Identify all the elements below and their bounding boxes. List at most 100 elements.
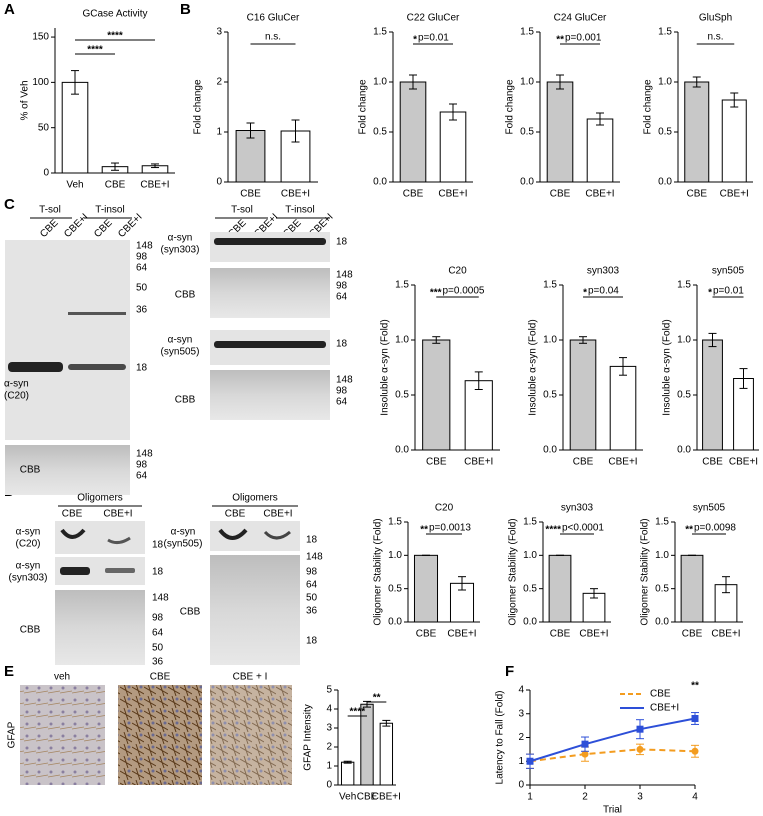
y-tick-label: 0.5	[655, 583, 669, 594]
x-tick-label: CBE	[403, 189, 424, 200]
cbb-gel	[210, 555, 300, 665]
y-tick-label: 1.5	[388, 517, 402, 528]
y-tick-label: 1.0	[543, 335, 557, 346]
blot-c-left: T-sol T-insol CBE CBE+I CBE CBE+I 148 98…	[4, 205, 153, 495]
mw-marker: 18	[152, 540, 164, 551]
antibody-label: (C20)	[4, 391, 29, 402]
chart-title: syn505	[712, 266, 745, 277]
y-axis-label: Fold change	[193, 79, 204, 134]
bar	[721, 99, 747, 183]
y-tick-label: 1.5	[658, 27, 672, 38]
lane-label: CBE	[62, 509, 83, 520]
bar	[684, 81, 710, 183]
bar	[680, 554, 704, 623]
mw-marker: 18	[152, 567, 164, 578]
significance-stars: **	[691, 681, 699, 692]
blot-header: T-sol	[231, 205, 253, 216]
y-axis-label: Fold change	[643, 79, 654, 134]
mw-marker: 98	[336, 386, 348, 397]
y-axis-label: Oligomer Stability (Fold)	[508, 518, 519, 625]
y-tick-label: 1.0	[655, 550, 669, 561]
y-tick-label: 3	[326, 723, 332, 734]
y-axis-label: Oligomer Stability (Fold)	[640, 518, 651, 625]
band	[68, 364, 126, 370]
blot-header: Oligomers	[77, 493, 123, 504]
bar	[464, 380, 493, 451]
bar	[548, 554, 572, 623]
stain-label: CBB	[175, 395, 196, 406]
y-tick-label: 1.5	[543, 280, 557, 291]
y-tick-label: 0.0	[395, 445, 409, 456]
y-axis-label: Insoluble α-syn (Fold)	[662, 319, 673, 415]
y-tick-label: 3	[518, 708, 524, 719]
y-tick-label: 0.5	[520, 127, 534, 138]
y-tick-label: 2	[518, 732, 524, 743]
antibody-label: (C20)	[15, 539, 40, 550]
mw-marker: 50	[152, 643, 164, 654]
line	[529, 748, 696, 763]
p-value: p=0.0013	[429, 523, 471, 534]
x-tick-label: 2	[582, 792, 588, 803]
x-tick-label: CBE	[573, 457, 594, 468]
p-value: p=0.04	[588, 286, 619, 297]
x-tick-label: CBE	[550, 629, 571, 640]
x-axis-label: Trial	[603, 805, 622, 816]
y-tick-label: 1	[326, 761, 332, 772]
blot-header: T-insol	[285, 205, 314, 216]
mw-marker: 64	[152, 628, 164, 639]
cbb-gel	[5, 445, 130, 495]
y-tick-label: 0.5	[395, 390, 409, 401]
x-tick-label: CBE	[240, 189, 261, 200]
mw-marker: 36	[152, 657, 164, 668]
x-tick-label: CBE	[426, 457, 447, 468]
stain-label: CBB	[175, 290, 196, 301]
x-tick-label: CBE+I	[729, 457, 758, 468]
mw-marker: 50	[136, 283, 148, 294]
p-value: p=0.0098	[694, 523, 736, 534]
chart-title: C24 GluCer	[554, 13, 607, 24]
significance-stars: **	[373, 693, 381, 704]
x-tick-label: CBE	[686, 189, 707, 200]
y-tick-label: 1.0	[388, 550, 402, 561]
mw-marker: 98	[152, 613, 164, 624]
x-tick-label: CBE+I	[720, 189, 749, 200]
antibody-label: (syn303)	[9, 573, 48, 584]
bar	[546, 81, 574, 183]
mw-marker: 64	[336, 397, 348, 408]
lane-label: CBE+I	[116, 212, 144, 240]
y-tick-label: 0	[518, 780, 524, 791]
antibody-label: (syn303)	[161, 245, 200, 256]
p-value: p=0.001	[565, 33, 602, 44]
bar	[61, 81, 89, 174]
mw-marker: 36	[306, 606, 318, 617]
bar	[340, 761, 355, 786]
mw-marker: 98	[136, 460, 148, 471]
bar	[235, 130, 266, 183]
bar	[413, 554, 439, 623]
panel-letter: F	[505, 663, 514, 680]
point	[691, 747, 699, 755]
y-axis-label: Fold change	[358, 79, 369, 134]
chart-title: C16 GluCer	[247, 13, 300, 24]
tissue-image	[118, 685, 202, 785]
x-tick-label: 4	[692, 792, 698, 803]
p-value: p=0.01	[713, 286, 744, 297]
mw-marker: 64	[136, 263, 148, 274]
antibody-label: α-syn	[4, 379, 29, 390]
y-tick-label: 4	[518, 685, 524, 696]
lane-label: CBE+I	[263, 509, 292, 520]
cbb-gel	[210, 268, 330, 318]
x-tick-label: CBE	[682, 629, 703, 640]
bar	[379, 722, 394, 786]
y-tick-label: 1.0	[658, 77, 672, 88]
panel-letter: B	[180, 1, 191, 18]
x-tick-label: Veh	[339, 792, 356, 803]
panel-letter: A	[4, 1, 15, 18]
significance-stars: ****	[350, 707, 366, 718]
mw-marker: 18	[336, 237, 348, 248]
stain-label: CBB	[180, 607, 201, 618]
p-value: p=0.0005	[443, 286, 485, 297]
mw-marker: 36	[136, 305, 148, 316]
chart-title: syn303	[561, 503, 594, 514]
